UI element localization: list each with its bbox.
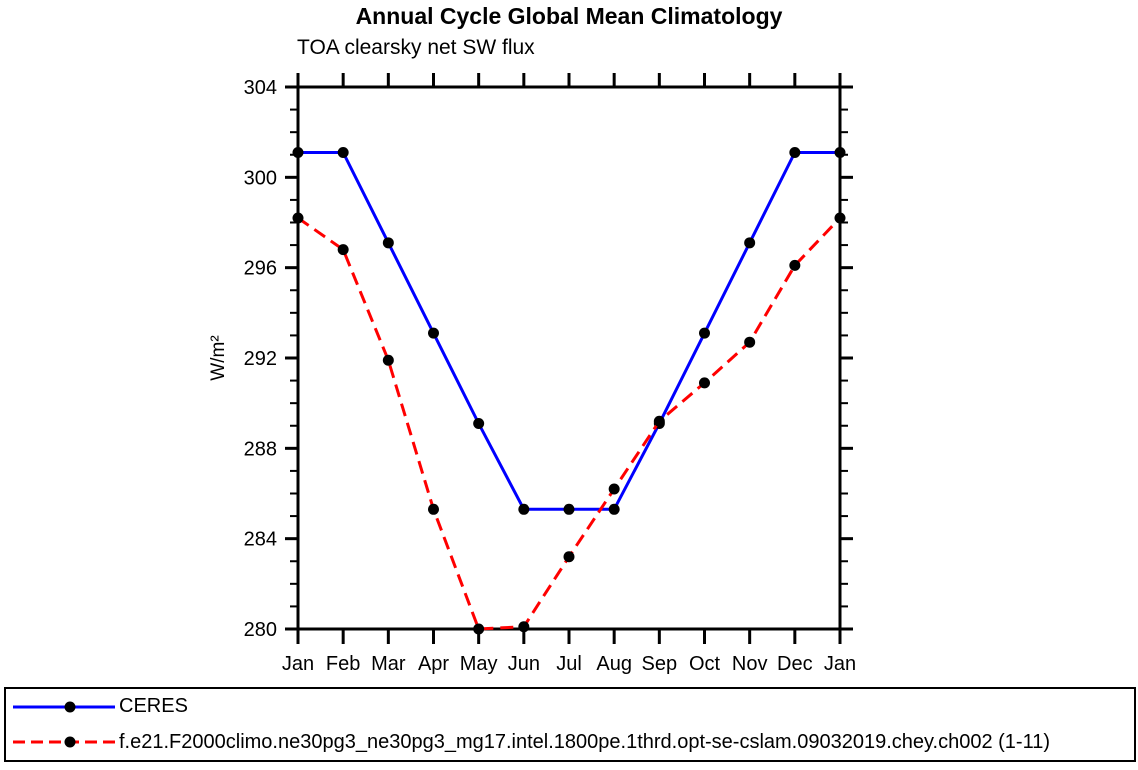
data-point-ceres xyxy=(563,503,575,515)
legend-line-solid-sample xyxy=(13,701,115,713)
data-point-ceres xyxy=(518,503,530,515)
x-tick-label: Nov xyxy=(732,653,768,675)
legend-box: CERES f.e21.F2000climo.ne30pg3_ne30pg3_m… xyxy=(4,687,1136,762)
y-tick-label: 300 xyxy=(244,167,277,189)
y-tick-label: 288 xyxy=(244,438,277,460)
x-tick-label: Dec xyxy=(777,653,813,675)
data-point-ceres xyxy=(608,503,620,515)
chart-title: Annual Cycle Global Mean Climatology xyxy=(355,3,783,29)
y-tick-label: 304 xyxy=(244,77,277,99)
data-point-model xyxy=(699,377,710,389)
x-tick-label: Mar xyxy=(371,653,406,675)
y-tick-label: 296 xyxy=(244,258,277,280)
data-point-ceres xyxy=(789,146,801,158)
series-line-model xyxy=(297,216,842,631)
data-point-ceres xyxy=(699,327,710,339)
data-point-model xyxy=(789,259,801,271)
data-point-model xyxy=(744,336,756,348)
legend-marker-dot xyxy=(64,736,76,748)
data-point-ceres xyxy=(337,146,349,158)
data-point-model xyxy=(608,483,620,495)
data-point-model xyxy=(473,623,485,635)
x-tick-label: Aug xyxy=(596,653,632,675)
data-point-model xyxy=(834,212,846,224)
y-tick-label: 292 xyxy=(244,348,277,370)
data-point-ceres xyxy=(473,417,485,429)
x-tick-label: Jan xyxy=(282,653,314,675)
x-tick-label: Jul xyxy=(556,653,582,675)
legend-label-model: f.e21.F2000climo.ne30pg3_ne30pg3_mg17.in… xyxy=(119,730,1051,753)
data-point-model xyxy=(428,503,439,515)
y-tick-label: 284 xyxy=(244,529,277,551)
data-point-ceres xyxy=(744,237,756,249)
legend-marker-dot xyxy=(64,701,76,713)
data-point-ceres xyxy=(834,146,846,158)
legend-item-model: f.e21.F2000climo.ne30pg3_ne30pg3_mg17.in… xyxy=(12,727,1134,757)
x-tick-label: Feb xyxy=(326,653,360,675)
legend-line-dashed-sample xyxy=(13,736,115,748)
x-tick-label: Jun xyxy=(508,653,540,675)
data-point-model xyxy=(382,354,394,366)
data-point-ceres xyxy=(382,237,394,249)
series-line-ceres xyxy=(298,150,840,511)
data-point-model xyxy=(563,551,575,563)
chart-subtitle: TOA clearsky net SW flux xyxy=(297,36,535,59)
x-tick-label: Sep xyxy=(642,653,678,675)
plot-border xyxy=(296,85,842,631)
x-tick-label: Apr xyxy=(418,653,449,675)
x-tick-label: May xyxy=(460,653,498,675)
x-tick-label: Jan xyxy=(824,653,856,675)
data-point-model xyxy=(337,244,349,256)
data-point-model xyxy=(518,621,530,633)
legend-item-ceres: CERES xyxy=(12,692,1134,722)
data-point-model xyxy=(292,212,304,224)
data-point-model xyxy=(653,415,665,427)
plot-area: 280 284 288 292 296 300 304 Jan Feb Mar Apr May Jun J… xyxy=(244,73,856,675)
data-point-ceres xyxy=(428,327,439,339)
y-tick-label: 280 xyxy=(244,619,277,641)
x-tick-label: Oct xyxy=(689,653,721,675)
data-point-ceres xyxy=(292,146,304,158)
legend-label-ceres: CERES xyxy=(119,695,188,718)
